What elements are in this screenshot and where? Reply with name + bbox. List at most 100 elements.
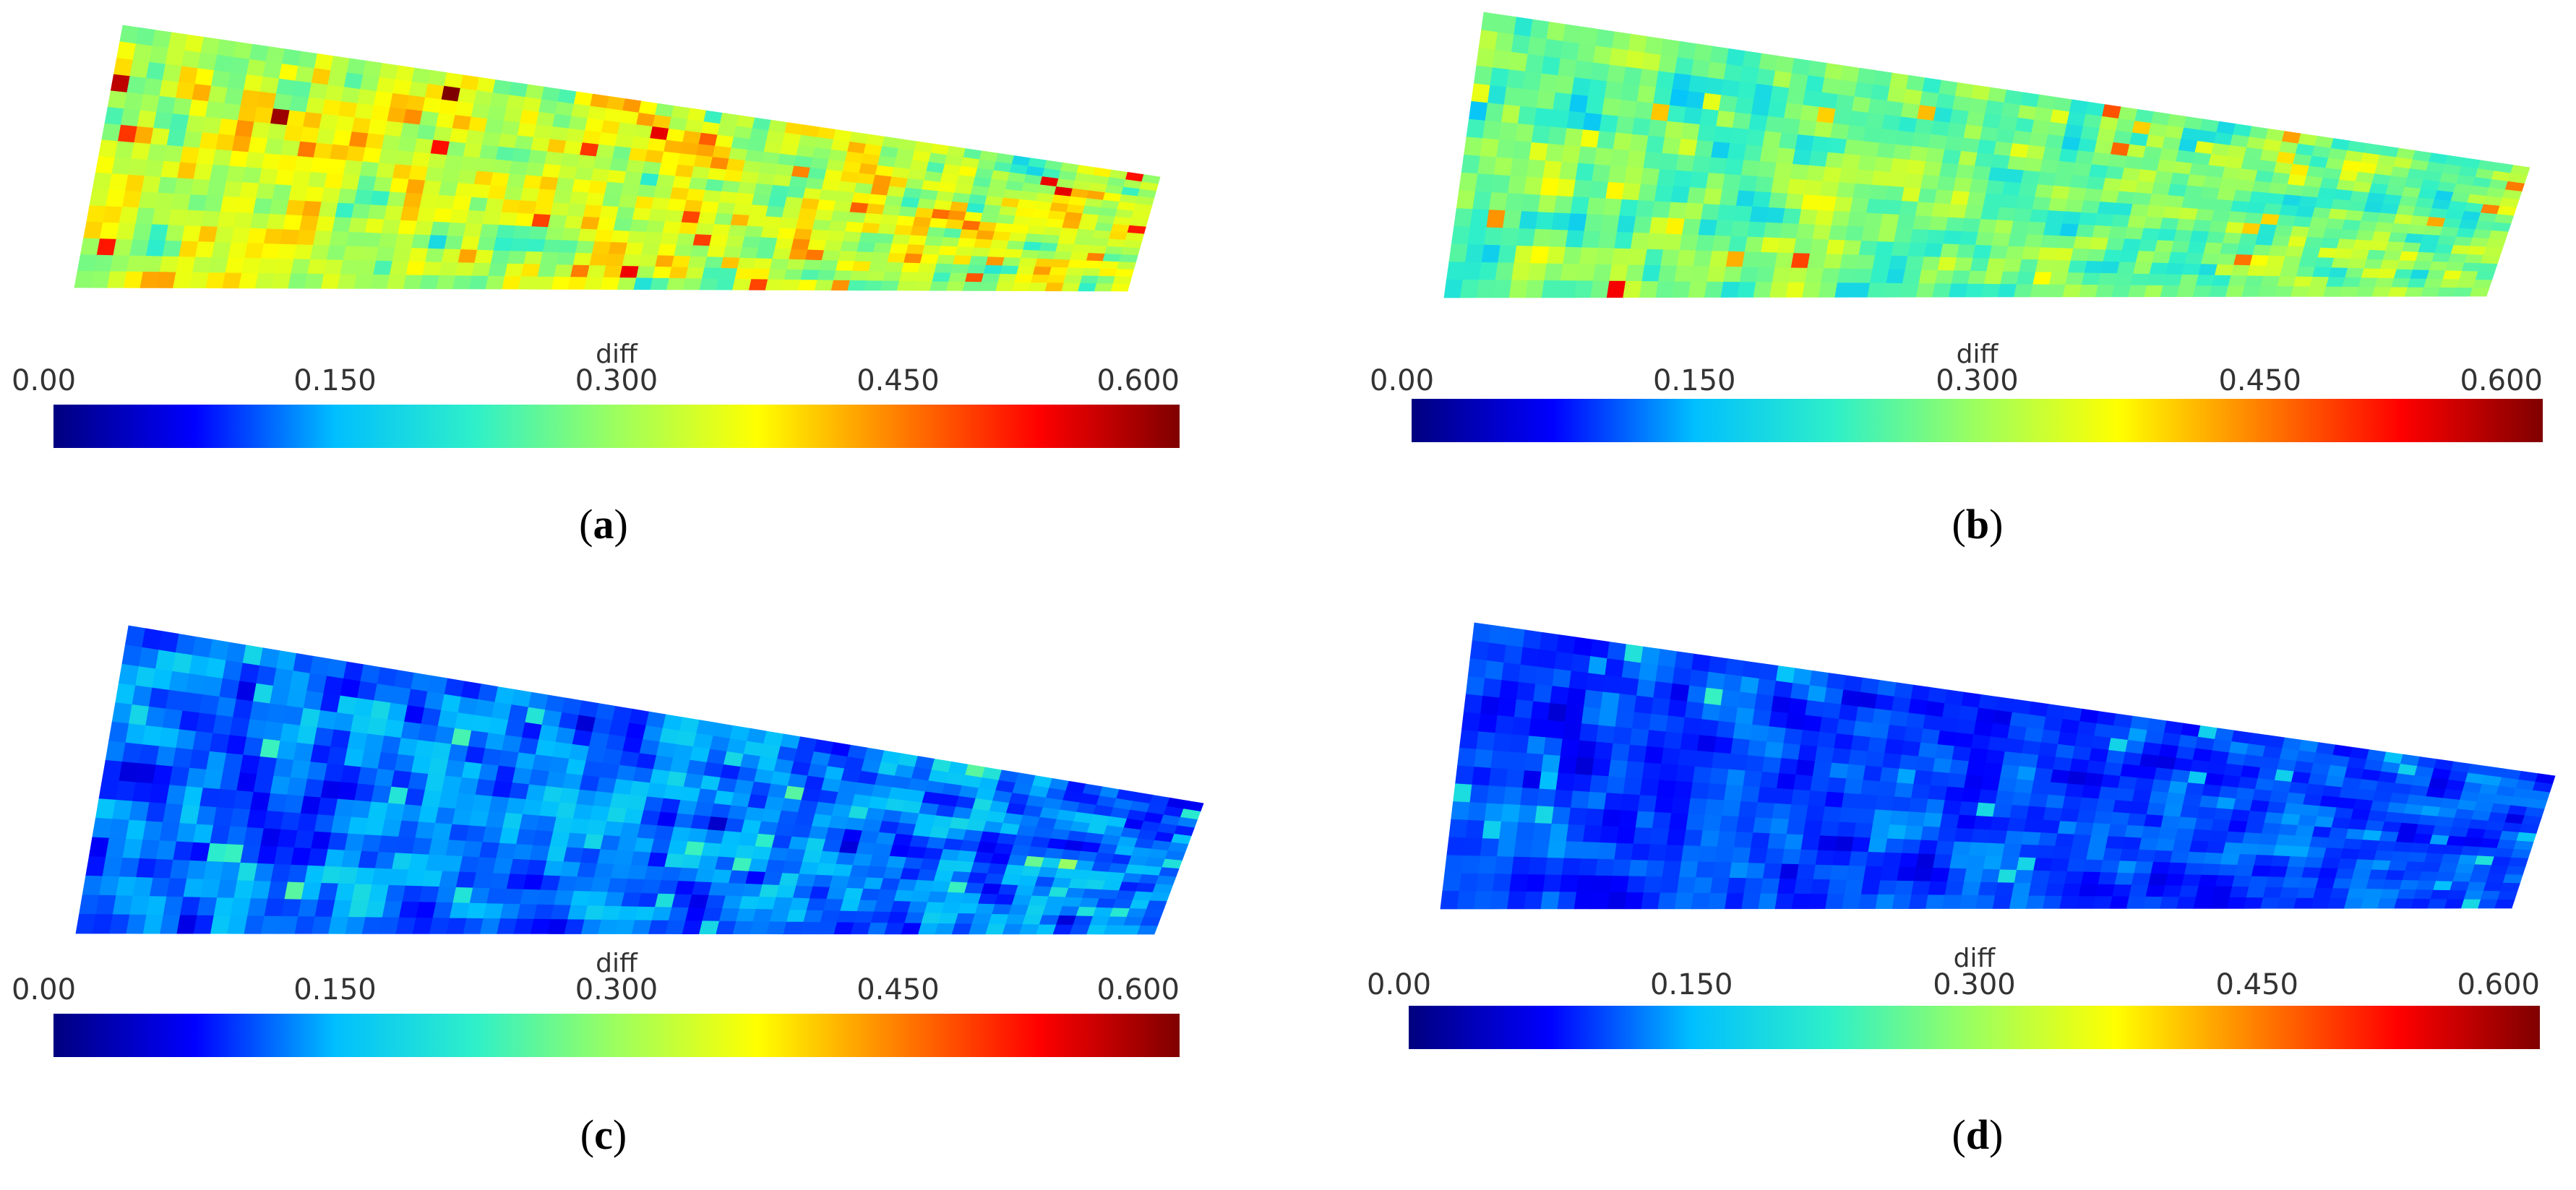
contour-cell (588, 180, 608, 195)
contour-cell (705, 894, 726, 909)
contour-cell (789, 176, 809, 189)
contour-cell (826, 230, 846, 242)
contour-cell (534, 276, 555, 290)
contour-cell (2086, 176, 2106, 191)
contour-cell (518, 276, 538, 290)
contour-cell (1658, 54, 1678, 74)
contour-cell (2447, 253, 2468, 264)
contour-cell (2194, 208, 2215, 222)
contour-cell (455, 183, 475, 198)
contour-cell (218, 118, 239, 137)
contour-cell (304, 778, 325, 798)
contour-cell (1585, 95, 1605, 116)
contour-cell (1525, 280, 1545, 298)
contour-cell (1120, 925, 1141, 935)
contour-cell (1877, 781, 1897, 798)
contour-cell (2319, 796, 2340, 809)
contour-cell (652, 266, 672, 279)
contour-cell (2274, 769, 2295, 782)
contour-cell (189, 749, 210, 770)
contour-cell (345, 145, 366, 163)
contour-cell (107, 271, 127, 288)
contour-cell (906, 244, 926, 255)
contour-cell (1039, 915, 1060, 926)
contour-cell (859, 888, 881, 902)
contour-cell (1778, 132, 1798, 150)
contour-cell (367, 801, 389, 820)
contour-cell (1448, 243, 1469, 263)
contour-cell (1626, 150, 1647, 169)
contour-cell (1588, 656, 1608, 676)
contour-cell (479, 145, 499, 160)
contour-cell (2208, 830, 2229, 843)
contour-cell (1813, 121, 1834, 139)
contour-cell (2064, 783, 2085, 798)
contour-cell (1800, 835, 1821, 851)
contour-cell (1641, 264, 1662, 283)
contour-cell (2336, 797, 2357, 810)
contour-cell (1605, 181, 1626, 200)
contour-cell (1582, 113, 1602, 132)
contour-cell (2113, 800, 2133, 814)
contour-cell (2004, 168, 2025, 184)
contour-cell (670, 827, 692, 842)
contour-cell (484, 198, 505, 213)
contour-cell (1055, 243, 1075, 253)
contour-cell (896, 822, 916, 836)
contour-cell (533, 124, 554, 140)
contour-cell (1923, 812, 1944, 828)
contour-cell (724, 169, 744, 183)
contour-cell (730, 792, 752, 808)
contour-cell (2306, 286, 2327, 297)
contour-cell (1720, 281, 1740, 298)
contour-cell (120, 108, 141, 127)
contour-cell (614, 850, 635, 866)
contour-cell (945, 219, 965, 230)
contour-cell (2150, 861, 2171, 875)
contour-cell (1057, 858, 1078, 871)
contour-cell (2028, 883, 2048, 897)
contour-cell (1645, 135, 1665, 154)
contour-cell (1766, 207, 1786, 224)
contour-cell (671, 255, 691, 268)
contour-cell (929, 826, 950, 840)
contour-cell (1798, 744, 1818, 762)
contour-cell (1852, 720, 1873, 738)
contour-cell (1928, 216, 1949, 231)
contour-cell (601, 120, 621, 135)
contour-cell (1549, 823, 1569, 842)
contour-cell (1459, 873, 1479, 892)
contour-cell (1985, 842, 2006, 858)
contour-cell (1836, 182, 1856, 199)
contour-cell (1932, 283, 1952, 298)
contour-cell (2177, 816, 2198, 830)
contour-cell (2322, 228, 2343, 240)
contour-cell (1892, 696, 1912, 714)
contour-cell (2368, 869, 2389, 881)
contour-cell (935, 923, 956, 935)
contour-cell (2076, 896, 2096, 909)
contour-cell (903, 253, 923, 264)
contour-cell (1800, 730, 1821, 747)
contour-cell (1635, 200, 1655, 218)
contour-cell (2399, 251, 2419, 262)
contour-cell (2270, 855, 2291, 868)
contour-cell (1694, 139, 1714, 158)
contour-cell (433, 126, 453, 142)
contour-cell (1071, 244, 1091, 254)
contour-cell (348, 131, 369, 148)
contour-cell (242, 644, 264, 666)
contour-cell (2403, 803, 2424, 816)
contour-cell (576, 789, 597, 806)
contour-cell (1871, 84, 1891, 102)
contour-cell (1920, 174, 1941, 191)
contour-cell (616, 764, 637, 782)
contour-cell (589, 253, 609, 267)
contour-cell (2035, 259, 2055, 273)
contour-cell (468, 275, 489, 290)
contour-cell (310, 157, 331, 174)
contour-cell (1841, 689, 1861, 707)
contour-cell (1536, 90, 1556, 111)
contour-cell (2347, 200, 2367, 212)
contour-cell (2317, 806, 2337, 819)
